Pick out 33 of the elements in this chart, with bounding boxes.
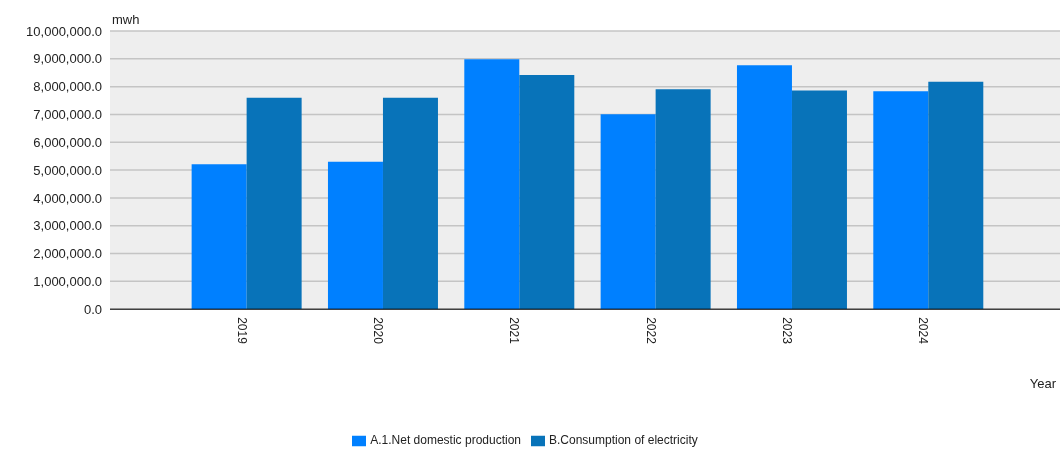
bar: [600, 114, 656, 310]
y-tick-label: 4,000,000.0: [33, 190, 102, 206]
y-tick-label: 2,000,000.0: [33, 246, 102, 262]
bar: [928, 81, 984, 310]
x-tick-label: 2020: [370, 317, 385, 345]
bar: [873, 91, 929, 310]
x-tick-label: 2019: [234, 317, 249, 345]
y-tick-label: 10,000,000.0: [26, 23, 102, 39]
y-tick-label: 1,000,000.0: [33, 273, 102, 289]
bar: [791, 90, 847, 310]
y-tick-label: 3,000,000.0: [33, 218, 102, 234]
x-tick-label: 2024: [916, 317, 931, 345]
bar: [655, 89, 711, 310]
x-axis-title: Year: [1029, 376, 1056, 391]
x-tick-label: 2021: [507, 317, 522, 345]
bar: [736, 65, 792, 310]
y-tick-label: 6,000,000.0: [33, 134, 102, 150]
y-tick-label: 8,000,000.0: [33, 79, 102, 95]
legend-label: B.Consumption of electricity: [549, 433, 698, 448]
bar: [246, 97, 302, 310]
y-tick-label: 5,000,000.0: [33, 162, 102, 178]
y-axis-title: mwh: [112, 12, 140, 27]
bar: [382, 97, 438, 310]
legend-label: A.1.Net domestic production: [370, 433, 521, 448]
bar: [327, 161, 383, 310]
x-tick-label: 2022: [643, 317, 658, 345]
x-tick-label: 2023: [779, 317, 794, 345]
y-tick-label: 7,000,000.0: [33, 107, 102, 123]
bar: [464, 59, 520, 310]
bar: [191, 164, 247, 310]
bar: [519, 74, 575, 310]
y-tick-label: 0.0: [83, 301, 102, 317]
y-tick-label: 9,000,000.0: [33, 51, 102, 67]
